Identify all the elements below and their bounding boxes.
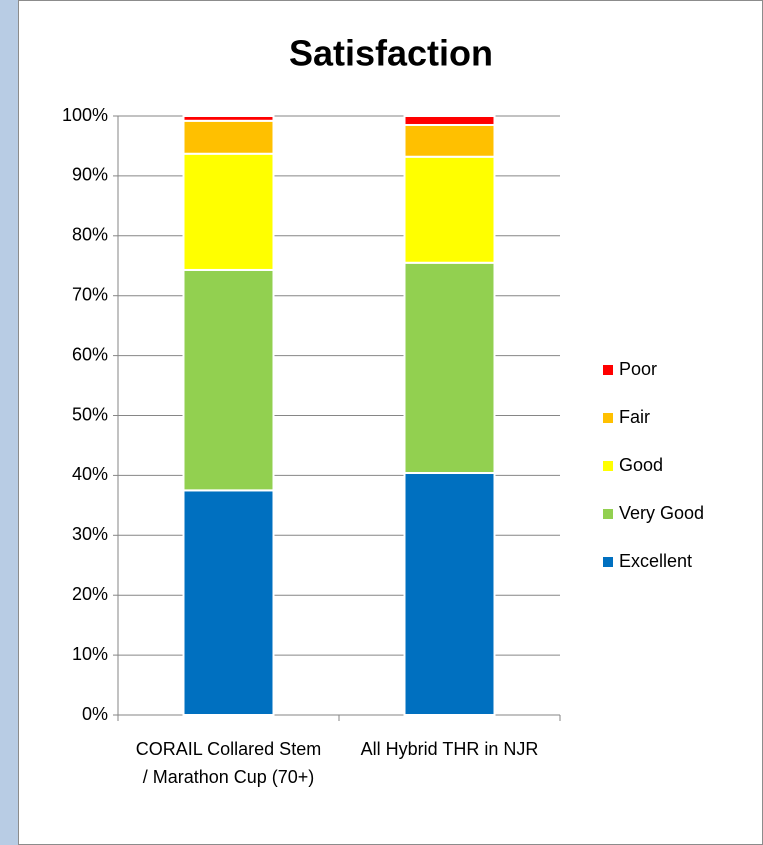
y-tick-label: 30%: [72, 524, 108, 544]
bar-segment: [403, 115, 496, 126]
y-tick-label: 50%: [72, 404, 108, 424]
bar-segment: [182, 268, 275, 492]
bar-segment: [182, 489, 275, 716]
legend-swatch: [603, 557, 613, 567]
legend-label: Good: [619, 455, 663, 475]
y-tick-label: 40%: [72, 464, 108, 484]
bar-segment: [182, 115, 275, 122]
legend-label: Poor: [619, 359, 657, 379]
legend-swatch: [603, 509, 613, 519]
bar-segment: [403, 261, 496, 475]
x-tick-label: All Hybrid THR in NJR: [360, 739, 539, 759]
y-tick-label: 70%: [72, 284, 108, 304]
y-tick-label: 80%: [72, 225, 108, 245]
y-tick-label: 0%: [82, 704, 108, 724]
bar-segment: [182, 119, 275, 155]
bar-segment: [182, 152, 275, 271]
legend-swatch: [603, 365, 613, 375]
y-tick-label: 10%: [72, 644, 108, 664]
legend-label: Fair: [619, 407, 650, 427]
bar-segment: [403, 472, 496, 716]
y-tick-label: 20%: [72, 584, 108, 604]
y-tick-label: 100%: [62, 105, 108, 125]
bar-segment: [403, 123, 496, 158]
y-tick-label: 60%: [72, 344, 108, 364]
chart-title: Satisfaction: [289, 33, 493, 74]
x-tick-label: CORAIL Collared Stem / Marathon Cup (70+…: [135, 739, 322, 787]
chart-frame: [18, 0, 763, 845]
y-tick-label: 90%: [72, 165, 108, 185]
legend-swatch: [603, 461, 613, 471]
legend-label: Very Good: [619, 503, 704, 523]
legend-swatch: [603, 413, 613, 423]
legend-label: Excellent: [619, 551, 692, 571]
bar-segment: [403, 155, 496, 264]
